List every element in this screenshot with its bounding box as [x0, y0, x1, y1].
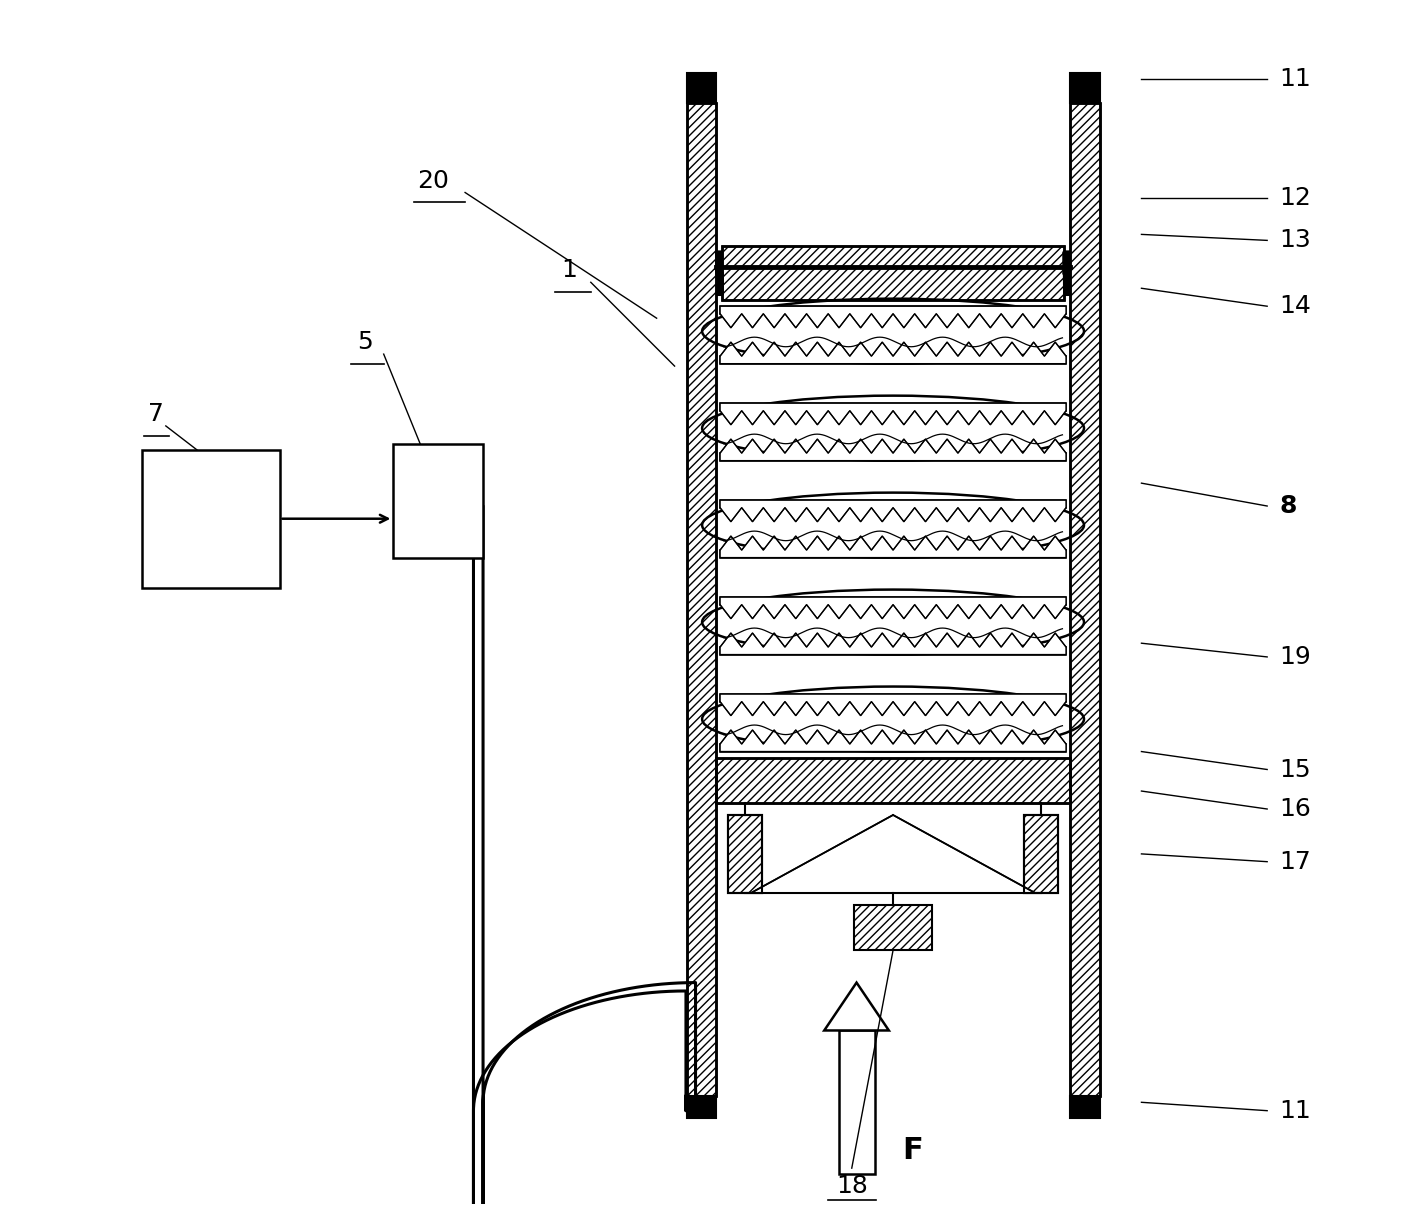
Bar	[838, 1031, 874, 1175]
Bar	[1025, 815, 1057, 893]
Bar	[686, 103, 716, 1096]
Bar	[722, 246, 1064, 300]
Polygon shape	[720, 403, 1066, 425]
Bar	[716, 758, 1070, 803]
Bar	[686, 103, 716, 1096]
Bar	[720, 694, 1066, 701]
Bar	[854, 905, 932, 951]
Text: 14: 14	[1279, 294, 1312, 318]
Bar	[716, 758, 1070, 803]
Text: 8: 8	[1279, 494, 1296, 518]
Bar	[686, 103, 716, 1096]
Bar	[720, 500, 1066, 507]
Bar	[1070, 1096, 1100, 1118]
Polygon shape	[720, 633, 1066, 655]
Bar	[720, 403, 1066, 411]
Bar	[1070, 103, 1100, 1096]
Text: 11: 11	[1279, 67, 1312, 91]
Text: F: F	[902, 1136, 922, 1165]
Bar	[1025, 815, 1057, 893]
Bar	[720, 647, 1066, 655]
Text: 20: 20	[418, 168, 449, 193]
Bar	[722, 246, 1064, 300]
Bar	[720, 356, 1066, 363]
Text: 15: 15	[1279, 758, 1310, 781]
Bar	[729, 815, 762, 893]
Polygon shape	[720, 440, 1066, 460]
Polygon shape	[720, 306, 1066, 328]
Polygon shape	[720, 597, 1066, 619]
Bar	[1070, 73, 1100, 103]
Bar	[722, 246, 1064, 300]
Bar	[1070, 103, 1100, 1096]
Text: 13: 13	[1279, 229, 1312, 252]
Bar	[720, 550, 1066, 557]
Bar	[1025, 815, 1057, 893]
Text: 12: 12	[1279, 186, 1312, 211]
Bar	[1070, 103, 1100, 1096]
Text: 11: 11	[1279, 1098, 1312, 1123]
Bar	[686, 73, 716, 103]
Polygon shape	[720, 694, 1066, 716]
Text: 5: 5	[357, 331, 374, 354]
Text: 7: 7	[148, 402, 163, 426]
Bar	[729, 815, 762, 893]
Bar	[720, 744, 1066, 752]
Polygon shape	[752, 815, 1034, 893]
Bar	[394, 444, 483, 557]
Bar	[720, 597, 1066, 604]
Polygon shape	[720, 500, 1066, 522]
Polygon shape	[720, 730, 1066, 752]
Text: 1: 1	[561, 258, 577, 282]
Bar	[720, 453, 1066, 460]
Polygon shape	[824, 982, 890, 1031]
Text: 16: 16	[1279, 797, 1312, 821]
Bar	[729, 815, 762, 893]
Polygon shape	[720, 536, 1066, 557]
Text: 17: 17	[1279, 850, 1312, 873]
Polygon shape	[720, 343, 1066, 363]
Bar	[686, 1096, 716, 1118]
Text: 18: 18	[836, 1175, 868, 1198]
Bar	[142, 449, 280, 587]
Bar	[854, 905, 932, 951]
Bar	[720, 306, 1066, 314]
Bar	[716, 758, 1070, 803]
Text: 19: 19	[1279, 645, 1312, 668]
